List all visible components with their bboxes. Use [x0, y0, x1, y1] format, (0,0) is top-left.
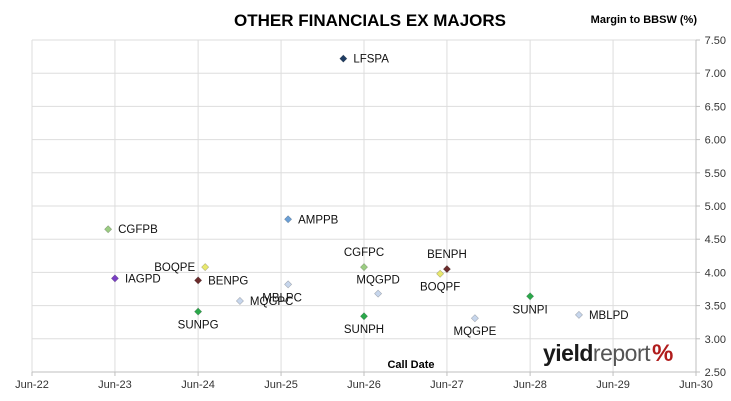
x-tick-label: Jun-30 — [679, 379, 713, 391]
point-label-boqpf: BOQPF — [420, 282, 460, 294]
data-point-mqgpd — [374, 289, 383, 298]
yieldreport-logo: yieldreport% — [543, 340, 673, 368]
data-point-boqpe — [201, 263, 210, 272]
data-point-sunpi — [526, 292, 535, 301]
point-label-mblpc: MBLPC — [262, 292, 302, 304]
y-tick-label: 5.50 — [705, 168, 726, 180]
data-point-benpg — [194, 276, 203, 285]
data-point-mblpd — [574, 310, 583, 319]
x-tick-label: Jun-28 — [513, 379, 547, 391]
data-point-cgfpc — [359, 263, 369, 272]
point-label-mqgpc: MQGPC — [250, 296, 293, 308]
y-tick-label: 4.50 — [705, 234, 726, 246]
x-tick-label: Jun-29 — [596, 379, 630, 391]
point-label-sunph: SUNPH — [344, 324, 384, 336]
y-tick-label: 2.50 — [705, 367, 726, 379]
point-label-boqpe: BOQPE — [154, 262, 195, 274]
y-axis-label: Margin to BBSW (%) — [591, 14, 698, 26]
x-tick-labels: Jun-22 Jun-23 Jun-24 Jun-25 Jun-26 Jun-27 Jun-… — [15, 379, 713, 391]
point-label-mqgpd: MQGPD — [356, 275, 399, 287]
chart-title: OTHER FINANCIALS EX MAJORS — [234, 11, 506, 30]
data-point-mblpc — [284, 280, 293, 289]
data-point-boqpf — [436, 269, 445, 278]
x-tick-label: Jun-25 — [264, 379, 298, 391]
data-point-lfspa — [339, 54, 348, 63]
data-point-sunpg — [194, 307, 203, 316]
data-point-mqgpe — [470, 314, 479, 323]
x-tick-label: Jun-24 — [181, 379, 215, 391]
x-tick-label: Jun-27 — [430, 379, 464, 391]
y-tick-label: 3.00 — [705, 334, 726, 346]
data-point-sunph — [359, 312, 369, 321]
axes — [31, 39, 700, 376]
point-labels: LFSPA CGFPB AMPPB CGFPC BENPH BOQPF BOQPEIAGPD… — [118, 54, 628, 339]
data-point-benph — [442, 265, 451, 274]
data-points — [104, 54, 583, 323]
point-label-mqgpe: MQGPE — [453, 326, 496, 338]
x-tick-label: Jun-22 — [15, 379, 49, 391]
point-label-sunpi: SUNPI — [513, 304, 548, 316]
logo-percent-icon: % — [652, 340, 674, 367]
point-label-lfspa: LFSPA — [353, 54, 389, 66]
y-tick-label: 6.00 — [705, 135, 726, 147]
y-tick-labels: 2.50 3.00 3.50 4.00 4.50 5.00 5.50 6.00 6.50 7.00… — [705, 35, 726, 379]
logo-report-text: report — [592, 340, 651, 366]
y-tick-label: 7.00 — [705, 68, 726, 80]
y-tick-label: 6.50 — [705, 101, 726, 113]
x-axis-label: Call Date — [387, 359, 434, 371]
point-label-benph: BENPH — [427, 249, 467, 261]
data-point-cgfpb — [104, 225, 113, 234]
y-tick-label: 4.00 — [705, 267, 726, 279]
data-point-amppb — [284, 215, 293, 224]
data-point-mqgpc — [235, 296, 244, 305]
point-label-cgfpc: CGFPC — [344, 247, 384, 259]
grid-lines — [31, 39, 697, 372]
y-tick-label: 3.50 — [705, 301, 726, 313]
data-point-iagpd — [110, 274, 119, 283]
x-tick-label: Jun-23 — [98, 379, 132, 391]
point-label-iagpd: IAGPD — [125, 273, 161, 285]
x-tick-label: Jun-26 — [347, 379, 381, 391]
logo-yield-text: yield — [543, 340, 593, 366]
point-label-amppb: AMPPB — [298, 214, 339, 226]
y-tick-label: 5.00 — [705, 201, 726, 213]
point-label-cgfpb: CGFPB — [118, 224, 158, 236]
point-label-mblpd: MBLPD — [589, 310, 629, 322]
point-label-sunpg: SUNPG — [178, 320, 219, 332]
point-label-benpg: BENPG — [208, 275, 248, 287]
y-tick-label: 7.50 — [705, 35, 726, 47]
